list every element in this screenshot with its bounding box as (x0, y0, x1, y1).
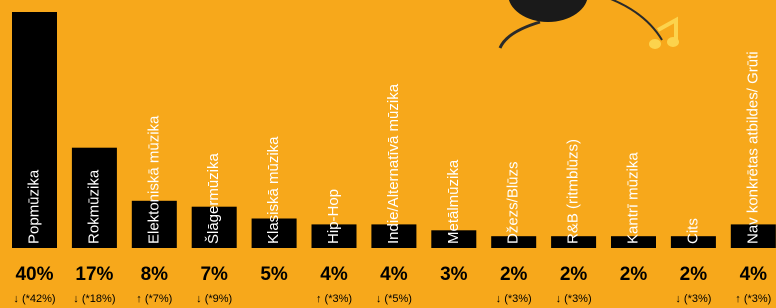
change-label: ↑ (*3%) (316, 293, 352, 305)
category-label: Elektoniskā mūzika (145, 115, 162, 244)
change-label: ↓ (*3%) (556, 293, 592, 305)
category-label: Klasiskā mūzika (265, 136, 282, 244)
change-label: ↓ (*5%) (376, 293, 412, 305)
change-label: ↑ (*3%) (735, 293, 771, 305)
category-label: R&B (ritmblūzs) (565, 139, 582, 244)
value-label: 2% (680, 264, 708, 285)
value-label: 8% (141, 264, 169, 285)
value-label: 2% (500, 264, 528, 285)
value-label: 2% (620, 264, 648, 285)
value-label: 4% (380, 264, 408, 285)
value-label: 5% (260, 264, 288, 285)
category-label: Cits (684, 218, 701, 244)
value-label: 4% (740, 264, 768, 285)
category-label: Rokmūzika (85, 169, 102, 244)
change-label: ↑ (*7%) (136, 293, 172, 305)
category-label: Šlāgermūzika (205, 152, 222, 244)
category-label: Metālmūzika (445, 159, 462, 244)
headphones-decoration (500, 0, 679, 49)
value-label: 4% (320, 264, 348, 285)
change-label: ↓ (*9%) (196, 293, 232, 305)
change-label: ↓ (*18%) (73, 293, 115, 305)
value-label: 17% (75, 264, 113, 285)
value-label: 2% (560, 264, 588, 285)
chart: Popmūzika 40% ↓ (*42%) Rokmūzika 17% ↓ (*18%)… (0, 0, 776, 308)
category-label: Popmūzika (25, 169, 42, 244)
category-label: Nav konkrētas atbildes/ Grūti (744, 51, 761, 244)
value-label: 3% (440, 264, 468, 285)
change-label: ↓ (*3%) (675, 293, 711, 305)
category-label: Kantrī mūzika (624, 152, 641, 244)
value-label: 7% (200, 264, 228, 285)
value-label: 40% (15, 264, 53, 285)
change-label: ↓ (*42%) (13, 293, 55, 305)
change-label: ↓ (*3%) (496, 293, 532, 305)
category-label: Indie/Alternatīvā mūzika (385, 83, 402, 244)
category-label: Hip-Hop (325, 189, 342, 244)
category-label: Džezs/Blūzs (505, 161, 522, 244)
